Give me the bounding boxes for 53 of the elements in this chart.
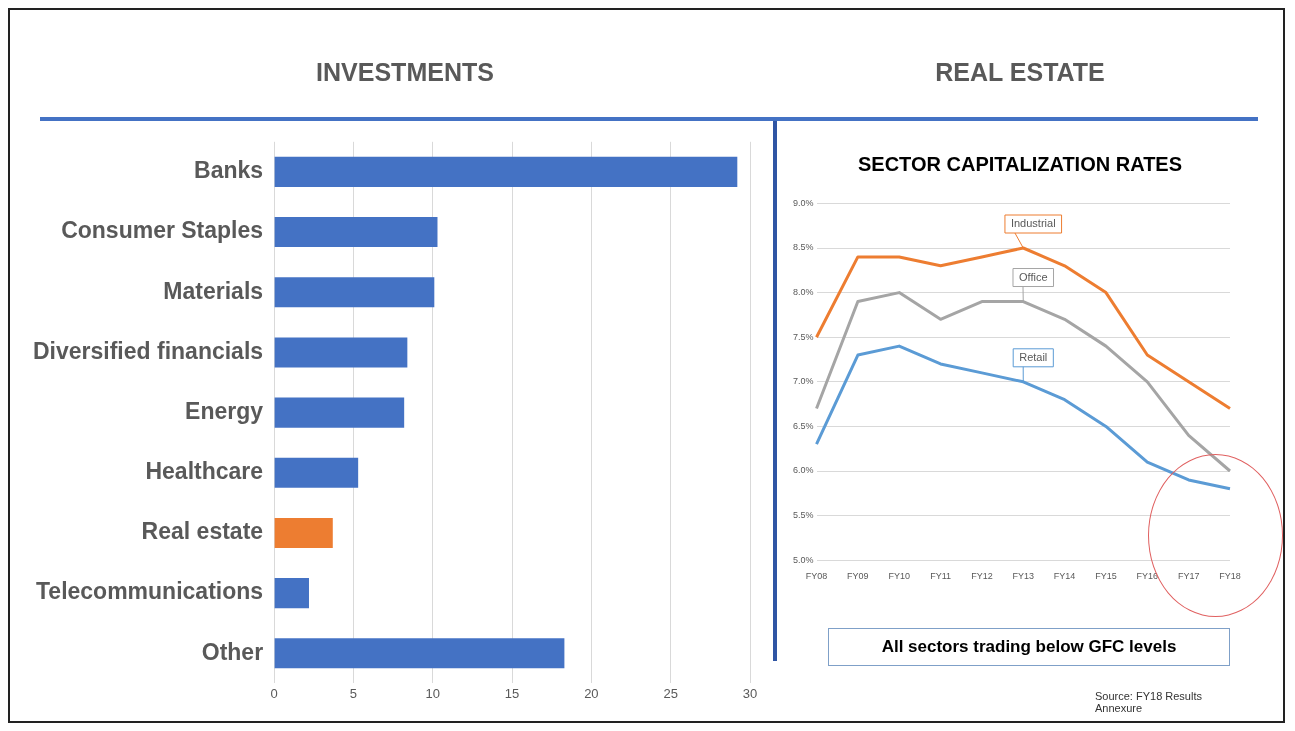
chart-title: REAL ESTATE [934, 58, 1106, 87]
bar [274, 337, 408, 368]
y-tick-label: Consumer Staples [61, 217, 264, 244]
y-tick-label: 8.5% [793, 242, 814, 253]
x-tick-label: FY09 [847, 571, 869, 582]
x-tick-label: FY16 [1136, 571, 1159, 582]
x-tick-label: 20 [584, 685, 599, 701]
x-tick-label: FY08 [805, 571, 828, 582]
source-note: Source: FY18 Results Annexure [1095, 690, 1203, 714]
x-tick-label: 15 [504, 685, 520, 701]
x-tick-label: FY15 [1095, 571, 1117, 582]
x-tick-label: FY11 [930, 571, 951, 582]
y-tick-label: Healthcare [145, 458, 264, 485]
x-tick-label: FY12 [971, 571, 993, 582]
series-label: Industrial [1010, 217, 1056, 230]
x-tick-label: 25 [663, 685, 678, 701]
x-tick-label: FY14 [1053, 571, 1076, 582]
series-label: Office [1018, 270, 1048, 283]
bar [274, 277, 435, 308]
y-tick-label: Real estate [141, 518, 264, 545]
bar [274, 397, 405, 428]
bar [274, 638, 565, 669]
x-tick-label: 10 [425, 685, 440, 701]
x-tick-label: 0 [270, 685, 278, 701]
y-tick-label: 5.5% [793, 510, 814, 521]
x-tick-label: FY13 [1012, 571, 1035, 582]
bar [274, 156, 738, 187]
x-tick-label: 5 [349, 685, 358, 701]
series-label: Retail [1019, 350, 1048, 363]
bar [274, 457, 359, 488]
chart-title: INVESTMENTS [315, 58, 495, 87]
y-tick-label: 8.0% [793, 287, 814, 298]
y-tick-label: Diversified financials [33, 337, 264, 364]
y-tick-label: 7.5% [793, 331, 814, 342]
y-tick-label: Energy [185, 397, 264, 424]
y-tick-label: Banks [194, 157, 264, 184]
bar [274, 578, 309, 609]
x-tick-label: FY18 [1219, 571, 1241, 582]
y-tick-label: 9.0% [793, 197, 814, 208]
chart-subtitle: SECTOR CAPITALIZATION RATES [856, 153, 1184, 176]
x-tick-label: 30 [742, 685, 758, 701]
text: All sectors trading below GFC levels [828, 628, 1230, 666]
y-tick-label: 6.5% [793, 420, 814, 431]
y-tick-label: Materials [163, 277, 264, 304]
bar [274, 517, 333, 548]
y-tick-label: Telecommunications [36, 578, 264, 605]
y-tick-label: Other [201, 638, 264, 665]
y-tick-label: 7.0% [793, 376, 814, 387]
y-tick-label: 6.0% [793, 465, 814, 476]
x-tick-label: FY17 [1177, 571, 1200, 582]
bar [274, 217, 438, 248]
y-tick-label: 5.0% [793, 554, 814, 565]
x-tick-label: FY10 [888, 571, 910, 582]
